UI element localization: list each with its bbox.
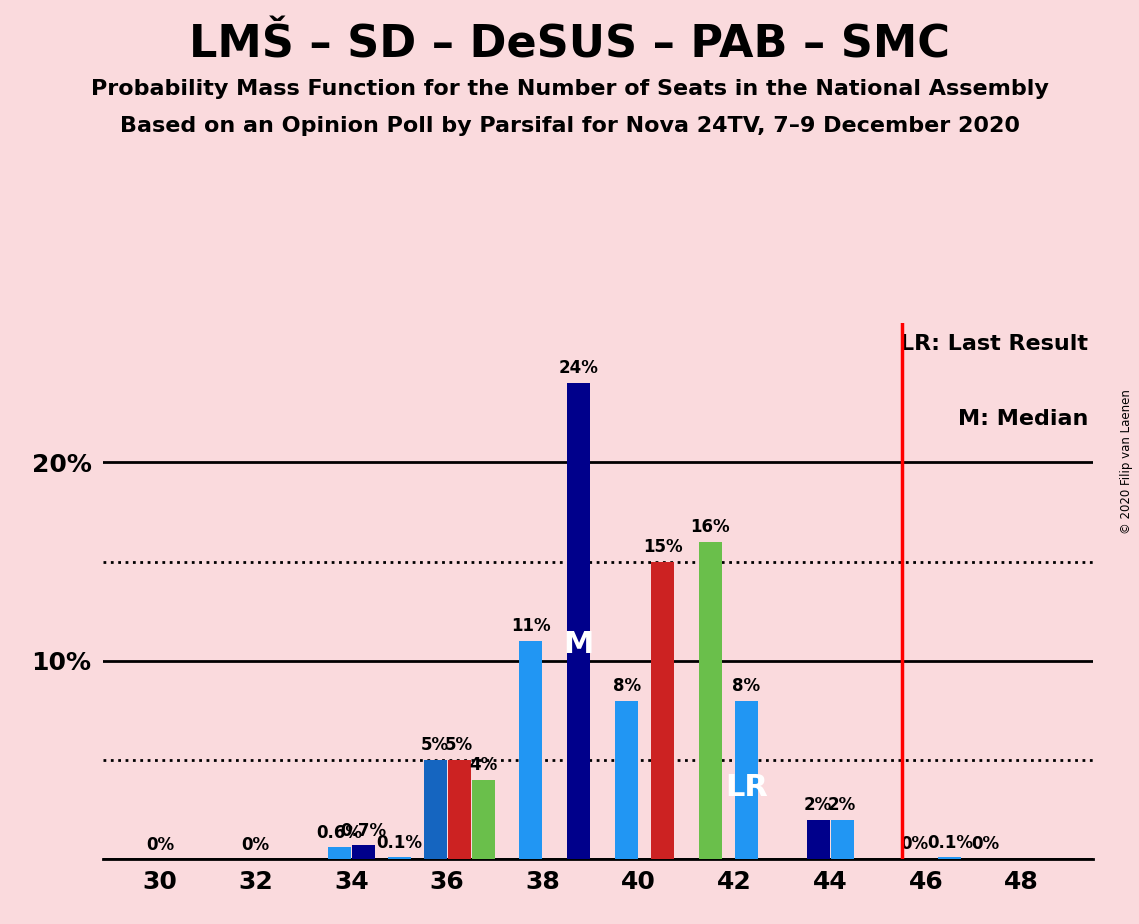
Text: LMŠ – SD – DeSUS – PAB – SMC: LMŠ – SD – DeSUS – PAB – SMC bbox=[189, 23, 950, 67]
Text: 0%: 0% bbox=[972, 835, 1000, 854]
Text: 11%: 11% bbox=[511, 617, 551, 635]
Bar bbox=[652, 562, 674, 859]
Bar bbox=[472, 780, 494, 859]
Text: 0%: 0% bbox=[146, 836, 174, 855]
Text: 0.1%: 0.1% bbox=[927, 834, 973, 852]
Text: Based on an Opinion Poll by Parsifal for Nova 24TV, 7–9 December 2020: Based on an Opinion Poll by Parsifal for… bbox=[120, 116, 1019, 136]
Text: 8%: 8% bbox=[613, 676, 641, 695]
Text: 5%: 5% bbox=[421, 736, 449, 754]
Text: 5%: 5% bbox=[445, 736, 473, 754]
Bar bbox=[806, 820, 829, 859]
Text: Probability Mass Function for the Number of Seats in the National Assembly: Probability Mass Function for the Number… bbox=[91, 79, 1048, 99]
Text: 8%: 8% bbox=[732, 676, 761, 695]
Text: 2%: 2% bbox=[828, 796, 857, 814]
Bar bbox=[328, 847, 351, 859]
Bar bbox=[387, 857, 411, 859]
Bar bbox=[567, 383, 590, 859]
Text: LR: LR bbox=[724, 773, 768, 802]
Bar bbox=[735, 700, 757, 859]
Text: © 2020 Filip van Laenen: © 2020 Filip van Laenen bbox=[1121, 390, 1133, 534]
Text: M: M bbox=[564, 630, 595, 660]
Text: 2%: 2% bbox=[804, 796, 833, 814]
Bar bbox=[448, 760, 470, 859]
Bar bbox=[830, 820, 853, 859]
Text: LR: Last Result: LR: Last Result bbox=[901, 334, 1089, 354]
Bar bbox=[939, 857, 961, 859]
Text: M: Median: M: Median bbox=[958, 409, 1089, 429]
Bar bbox=[519, 641, 542, 859]
Text: 0.7%: 0.7% bbox=[341, 822, 386, 841]
Text: 4%: 4% bbox=[469, 756, 498, 774]
Bar bbox=[352, 845, 375, 859]
Text: 0%: 0% bbox=[241, 836, 270, 855]
Text: 0%: 0% bbox=[900, 835, 928, 854]
Text: 15%: 15% bbox=[642, 538, 682, 555]
Bar bbox=[424, 760, 446, 859]
Bar bbox=[699, 541, 722, 859]
Bar bbox=[615, 700, 638, 859]
Text: 24%: 24% bbox=[559, 359, 599, 377]
Text: 0.1%: 0.1% bbox=[376, 834, 423, 852]
Text: 0.6%: 0.6% bbox=[317, 824, 362, 843]
Text: 16%: 16% bbox=[690, 517, 730, 536]
